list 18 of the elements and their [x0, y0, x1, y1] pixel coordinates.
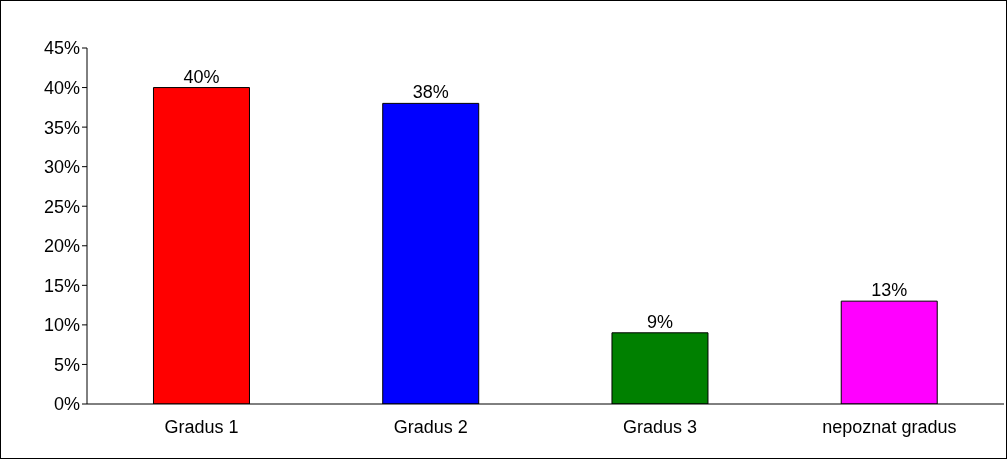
y-tick-label: 0% [53, 394, 80, 415]
data-label: 38% [412, 82, 449, 103]
y-tick-label: 15% [43, 275, 80, 296]
y-tick-label: 25% [43, 196, 80, 217]
y-tick-label: 5% [53, 354, 80, 375]
y-tick-label: 10% [43, 315, 80, 336]
x-tick-label: Gradus 2 [393, 416, 468, 437]
y-tick-label: 35% [43, 117, 80, 138]
y-tick-label: 20% [43, 236, 80, 257]
data-label: 9% [646, 311, 673, 332]
y-tick-label: 30% [43, 157, 80, 178]
data-label: 40% [183, 66, 220, 87]
x-tick-label: nepoznat gradus [822, 416, 957, 437]
x-tick-label: Gradus 3 [623, 416, 698, 437]
x-tick-label: Gradus 1 [164, 416, 239, 437]
y-tick-label: 40% [43, 77, 80, 98]
y-tick-label: 45% [43, 38, 80, 59]
data-label: 13% [871, 280, 908, 301]
